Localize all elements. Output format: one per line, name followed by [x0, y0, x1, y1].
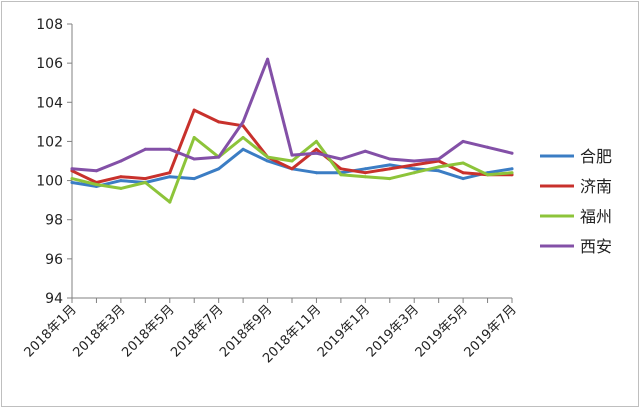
data-point — [437, 157, 441, 161]
y-tick-label: 96 — [45, 252, 63, 268]
y-tick-label: 104 — [36, 95, 63, 111]
data-point — [339, 173, 343, 177]
data-point — [119, 179, 123, 183]
y-tick-label: 94 — [45, 291, 63, 307]
series-layer — [70, 57, 514, 204]
data-point — [192, 177, 196, 181]
legend-label: 济南 — [580, 177, 612, 196]
data-point — [412, 159, 416, 163]
data-point — [339, 167, 343, 171]
data-point — [461, 171, 465, 175]
data-point — [290, 167, 294, 171]
data-point — [70, 167, 74, 171]
data-point — [510, 167, 514, 171]
data-point — [363, 149, 367, 153]
data-point — [388, 163, 392, 167]
data-point — [192, 108, 196, 112]
legend-label: 福州 — [580, 207, 612, 226]
data-point — [94, 183, 98, 186]
data-point — [510, 171, 514, 175]
data-point — [70, 181, 74, 184]
data-point — [314, 151, 318, 155]
data-point — [388, 157, 392, 161]
data-point — [363, 167, 367, 171]
data-point — [412, 163, 416, 167]
data-point — [241, 147, 245, 151]
series-4 — [70, 57, 514, 173]
y-tick-label: 100 — [36, 174, 63, 190]
legend-label: 西安 — [580, 237, 612, 256]
data-point — [241, 136, 245, 139]
data-point — [486, 145, 490, 149]
y-tick-label: 102 — [36, 134, 63, 150]
y-tick-label: 98 — [45, 213, 63, 229]
data-point — [192, 157, 196, 161]
data-point — [290, 159, 294, 163]
legend-item: 济南 — [540, 177, 612, 196]
data-point — [168, 171, 172, 175]
data-point — [314, 171, 318, 175]
data-point — [461, 177, 465, 181]
data-point — [388, 167, 392, 171]
data-point — [388, 177, 392, 181]
data-point — [168, 147, 172, 151]
data-point — [168, 200, 172, 204]
data-point — [143, 147, 147, 151]
data-point — [290, 153, 294, 157]
y-tick-label: 106 — [36, 56, 63, 72]
data-point — [143, 177, 147, 181]
data-point — [266, 159, 270, 163]
data-point — [192, 136, 196, 139]
data-point — [437, 169, 441, 173]
data-point — [266, 57, 270, 61]
data-point — [119, 159, 123, 163]
series-3 — [70, 136, 514, 204]
data-point — [217, 155, 221, 159]
data-point — [363, 171, 367, 175]
data-point — [241, 120, 245, 124]
data-point — [94, 169, 98, 173]
data-point — [314, 139, 318, 143]
data-point — [119, 186, 123, 190]
data-point — [70, 177, 74, 181]
legend-item: 西安 — [540, 237, 612, 256]
data-point — [510, 151, 514, 155]
data-point — [217, 120, 221, 124]
data-point — [143, 181, 147, 184]
legend-item: 福州 — [540, 207, 612, 226]
legend-item: 合肥 — [540, 147, 612, 166]
data-point — [168, 175, 172, 179]
data-point — [461, 161, 465, 165]
data-point — [412, 167, 416, 171]
chart-border — [1, 1, 639, 407]
data-point — [217, 167, 221, 171]
data-point — [412, 171, 416, 175]
data-point — [339, 157, 343, 161]
data-point — [119, 175, 123, 179]
data-point — [461, 139, 465, 143]
data-point — [437, 165, 441, 169]
data-point — [266, 155, 270, 159]
data-point — [363, 175, 367, 179]
data-point — [314, 147, 318, 151]
y-tick-label: 108 — [36, 17, 63, 33]
legend-label: 合肥 — [580, 147, 612, 166]
data-point — [486, 173, 490, 177]
